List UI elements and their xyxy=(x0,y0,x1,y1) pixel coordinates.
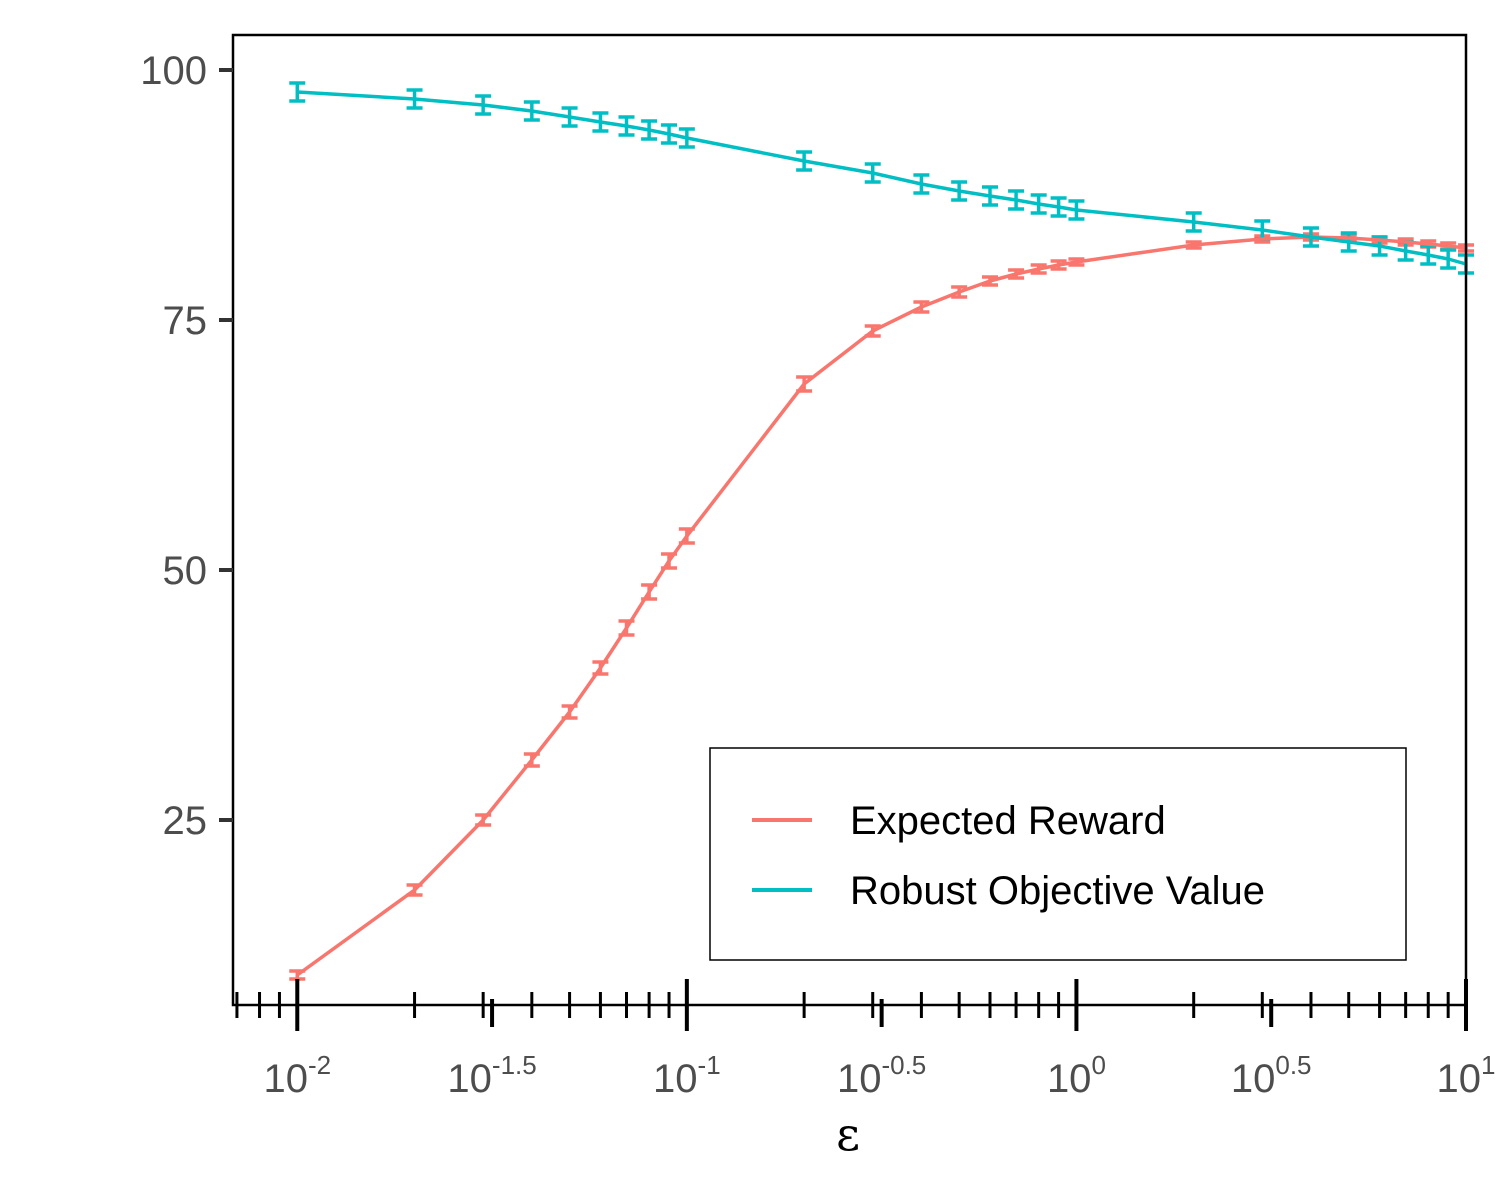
x-axis: 10-2 10-1.5 10-1 10-0.5 100 100.5 101 xyxy=(235,979,1496,1101)
legend-label-1: Robust Objective Value xyxy=(850,869,1265,913)
y-tick-label: 75 xyxy=(163,299,208,343)
error-bar-1 xyxy=(289,81,306,103)
series-line-0 xyxy=(296,235,1467,977)
x-tick-label: 10-1.5 xyxy=(447,1050,536,1101)
series-line-1 xyxy=(297,90,1467,266)
y-tick-label: 50 xyxy=(163,549,208,593)
x-tick-label: 10-0.5 xyxy=(837,1050,926,1101)
plot-panel-border xyxy=(231,33,1468,1007)
x-axis-title: ε xyxy=(836,1107,860,1161)
y-tick-label: 25 xyxy=(163,799,208,843)
y-axis: 25 50 75 100 xyxy=(140,49,233,843)
series-lines xyxy=(296,90,1467,977)
x-tick-label: 100 xyxy=(1047,1050,1106,1101)
x-tick-label: 10-2 xyxy=(263,1050,331,1101)
y-tick-label: 100 xyxy=(140,49,207,93)
legend: Expected Reward Robust Objective Value xyxy=(709,747,1407,961)
x-tick-label: 10-1 xyxy=(653,1050,721,1101)
x-tick-label: 101 xyxy=(1437,1050,1496,1101)
x-tick-label: 100.5 xyxy=(1231,1050,1312,1101)
legend-box xyxy=(709,747,1407,961)
legend-label-0: Expected Reward xyxy=(850,799,1166,843)
